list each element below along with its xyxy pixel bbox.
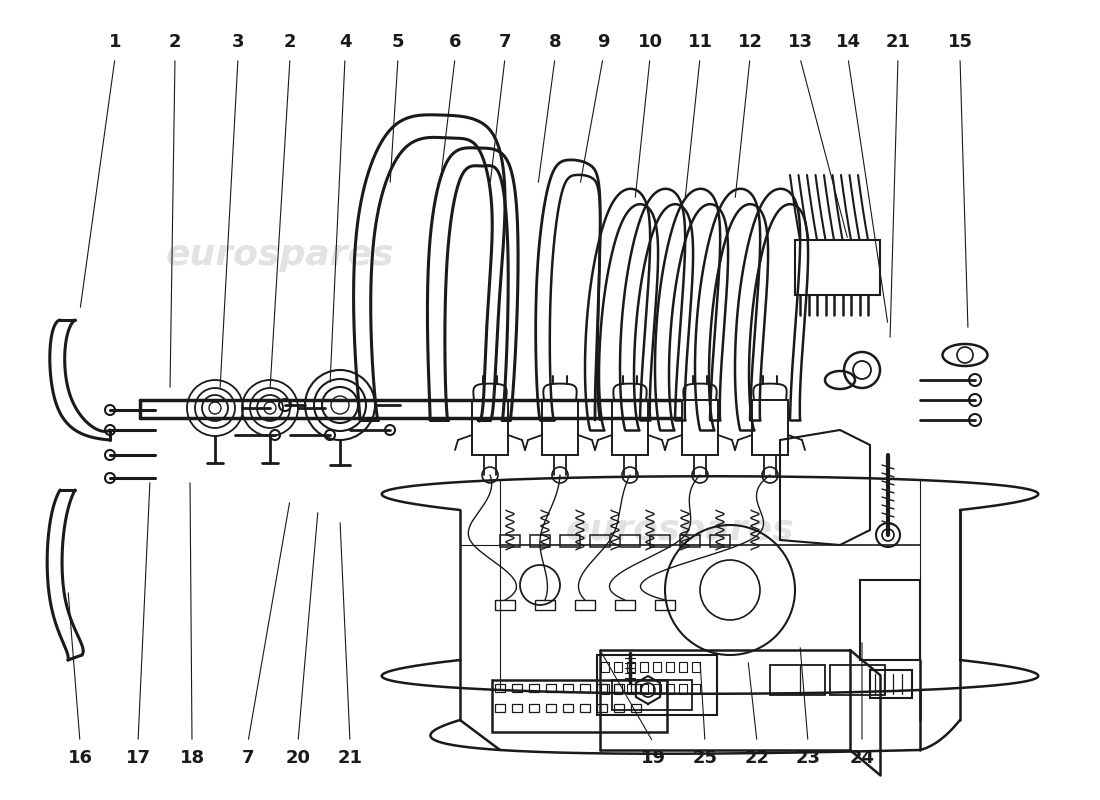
Bar	[563, 684, 573, 692]
Text: 8: 8	[549, 33, 561, 51]
Bar	[512, 684, 522, 692]
Bar	[710, 535, 730, 547]
Bar	[614, 704, 624, 712]
Text: 9: 9	[596, 33, 609, 51]
Bar	[495, 600, 515, 610]
Bar	[679, 684, 688, 694]
Text: 10: 10	[638, 33, 662, 51]
Bar	[795, 240, 880, 295]
Bar	[631, 684, 641, 692]
Text: 23: 23	[795, 749, 821, 767]
Bar	[597, 684, 607, 692]
Bar	[590, 535, 610, 547]
Text: 7: 7	[242, 749, 254, 767]
Bar	[640, 684, 648, 694]
Bar	[563, 704, 573, 712]
Text: 18: 18	[179, 749, 205, 767]
Bar	[680, 535, 700, 547]
Bar	[492, 680, 667, 732]
Text: 21: 21	[886, 33, 911, 51]
Bar	[560, 535, 580, 547]
Bar	[627, 684, 635, 694]
Text: eurospares: eurospares	[166, 238, 394, 272]
Bar	[529, 684, 539, 692]
Bar	[614, 684, 624, 692]
Bar	[653, 662, 661, 672]
Text: 5: 5	[392, 33, 405, 51]
Text: 2: 2	[168, 33, 182, 51]
Bar	[615, 600, 635, 610]
Text: 21: 21	[338, 749, 363, 767]
Bar	[495, 684, 505, 692]
Bar	[666, 662, 674, 672]
Bar	[640, 662, 648, 672]
Text: 16: 16	[67, 749, 92, 767]
Text: 2: 2	[284, 33, 296, 51]
Text: eurospares: eurospares	[565, 513, 794, 547]
Bar	[631, 704, 641, 712]
Bar	[597, 704, 607, 712]
Bar	[682, 400, 718, 455]
Bar	[601, 684, 609, 694]
Bar	[870, 670, 912, 698]
Bar	[472, 400, 508, 455]
Bar	[500, 535, 520, 547]
Bar	[512, 704, 522, 712]
Bar	[654, 600, 675, 610]
Text: 19: 19	[640, 749, 666, 767]
Bar	[860, 580, 920, 660]
Text: 1: 1	[109, 33, 121, 51]
Bar	[542, 400, 578, 455]
Text: 14: 14	[836, 33, 860, 51]
Text: 6: 6	[449, 33, 461, 51]
Bar	[580, 684, 590, 692]
Text: 15: 15	[947, 33, 972, 51]
Bar	[580, 704, 590, 712]
Bar	[495, 704, 505, 712]
Bar	[770, 665, 825, 695]
Text: 17: 17	[125, 749, 151, 767]
Bar	[546, 704, 556, 712]
Text: 11: 11	[688, 33, 713, 51]
Text: 22: 22	[745, 749, 770, 767]
Bar	[653, 684, 661, 694]
Bar	[620, 535, 640, 547]
Bar	[830, 665, 886, 695]
Bar	[601, 662, 609, 672]
Text: 13: 13	[788, 33, 813, 51]
Bar	[692, 684, 700, 694]
Bar	[627, 662, 635, 672]
Bar	[612, 680, 692, 710]
Bar	[679, 662, 688, 672]
Bar	[575, 600, 595, 610]
Bar	[692, 662, 700, 672]
Bar	[752, 400, 788, 455]
Text: 25: 25	[693, 749, 717, 767]
Bar	[530, 535, 550, 547]
Bar	[546, 684, 556, 692]
Bar	[597, 655, 717, 715]
Text: 12: 12	[737, 33, 762, 51]
Bar	[535, 600, 556, 610]
Bar	[614, 662, 622, 672]
Text: 7: 7	[498, 33, 512, 51]
Bar	[614, 684, 622, 694]
Bar	[612, 400, 648, 455]
Text: 3: 3	[232, 33, 244, 51]
Bar	[666, 684, 674, 694]
Bar	[529, 704, 539, 712]
Bar	[650, 535, 670, 547]
Text: 4: 4	[339, 33, 351, 51]
Text: 24: 24	[849, 749, 875, 767]
Text: 20: 20	[286, 749, 310, 767]
